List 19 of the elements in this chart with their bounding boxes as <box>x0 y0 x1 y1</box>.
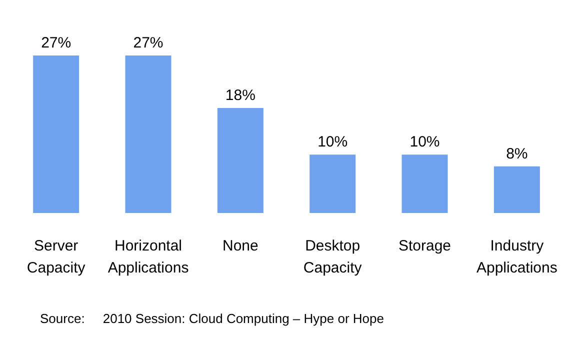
x-tick-label: Server Capacity <box>26 238 86 276</box>
bar <box>402 154 448 213</box>
bar <box>125 56 172 213</box>
bar <box>33 56 80 213</box>
x-tick-label: Storage <box>398 238 452 254</box>
x-tick-label: Desktop Capacity <box>303 238 362 276</box>
x-tick-label: Industry Applications <box>476 238 558 276</box>
bar <box>310 154 356 213</box>
data-label: 27% <box>133 34 164 52</box>
data-label: 10% <box>410 134 440 151</box>
source-note: Source: 2010 Session: Cloud Computing – Hype or Hope <box>40 311 384 326</box>
bar <box>217 108 264 213</box>
data-label: 10% <box>318 134 348 151</box>
x-tick-label: None <box>222 238 258 254</box>
bar <box>494 166 540 213</box>
x-tick-label: Horizontal Applications <box>108 238 189 276</box>
data-label: 18% <box>225 87 256 104</box>
data-label: 27% <box>41 34 72 52</box>
data-label: 8% <box>506 145 528 162</box>
